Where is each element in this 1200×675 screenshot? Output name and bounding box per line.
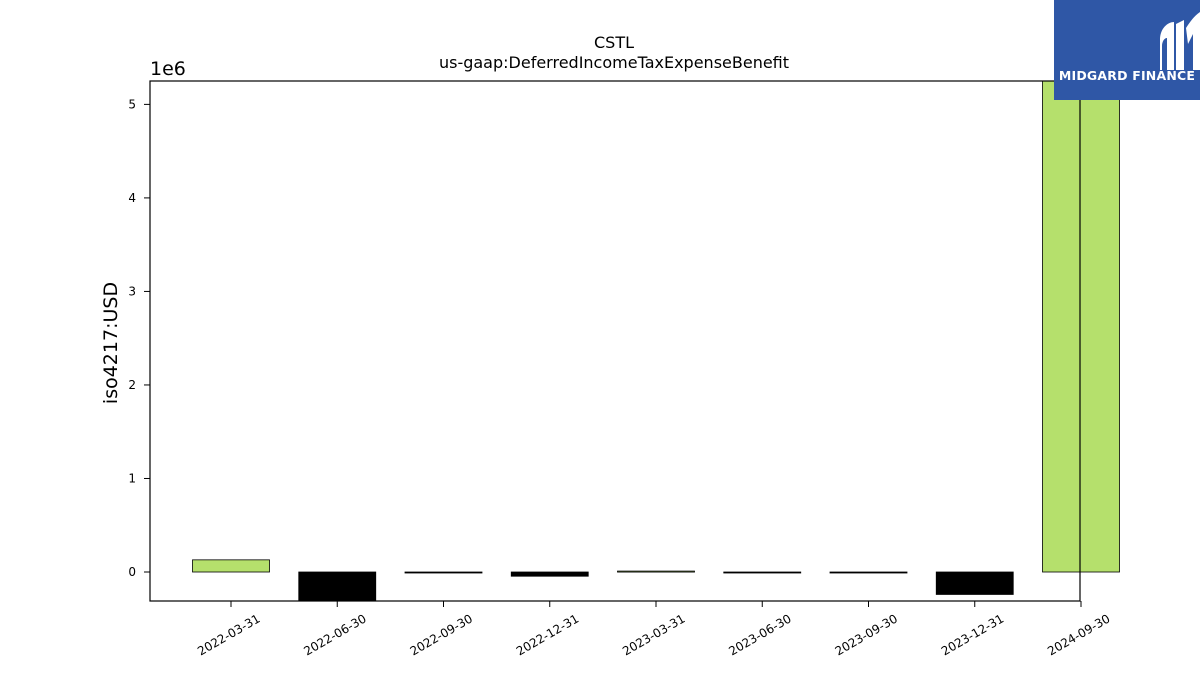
bar-2022-06-30 xyxy=(298,571,377,602)
x-tick-label: 2023-06-30 xyxy=(726,611,793,658)
x-tick-label: 2024-09-30 xyxy=(1045,611,1112,658)
y-tick-label: 4 xyxy=(128,191,136,205)
x-tick-label: 2023-12-31 xyxy=(939,611,1006,658)
bar-2022-09-30 xyxy=(404,571,483,574)
bar-2023-09-30 xyxy=(829,571,908,574)
y-axis-label: iso4217:USD xyxy=(100,282,122,404)
x-tick-label: 2023-09-30 xyxy=(833,611,900,658)
x-tick-label: 2022-09-30 xyxy=(408,611,475,658)
y-tick-label: 0 xyxy=(128,565,136,579)
bar-2022-03-31 xyxy=(192,559,270,573)
bar-2023-06-30 xyxy=(723,571,802,574)
y-tick-label: 3 xyxy=(128,284,136,298)
bar-series xyxy=(192,80,1120,602)
y-axis-ticks: 0 1 2 3 4 5 xyxy=(128,97,150,579)
bar-2024-09-30 xyxy=(1042,80,1120,573)
chart-title: CSTL xyxy=(594,33,634,52)
logo-text: MIDGARD FINANCE xyxy=(1058,68,1196,83)
chart-subtitle: us-gaap:DeferredIncomeTaxExpenseBenefit xyxy=(439,53,789,72)
y-axis-offset-label: 1e6 xyxy=(150,58,186,80)
y-tick-label: 2 xyxy=(128,378,136,392)
y-tick-label: 1 xyxy=(128,471,136,485)
x-tick-label: 2022-06-30 xyxy=(301,611,368,658)
bar-2022-12-31 xyxy=(510,571,589,577)
y-tick-label: 5 xyxy=(128,97,136,111)
x-axis-ticks: 2022-03-31 2022-06-30 2022-09-30 2022-12-31… xyxy=(195,601,1113,658)
x-tick-label: 2023-03-31 xyxy=(620,611,687,658)
bar-2023-03-31 xyxy=(617,570,695,573)
bar-2023-12-31 xyxy=(935,571,1014,595)
plot-frame xyxy=(149,80,1081,602)
midgard-finance-logo: MIDGARD FINANCE xyxy=(1054,0,1200,100)
x-tick-label: 2022-12-31 xyxy=(514,611,581,658)
midgard-logo-icon xyxy=(1160,12,1200,70)
x-tick-label: 2022-03-31 xyxy=(195,611,262,658)
